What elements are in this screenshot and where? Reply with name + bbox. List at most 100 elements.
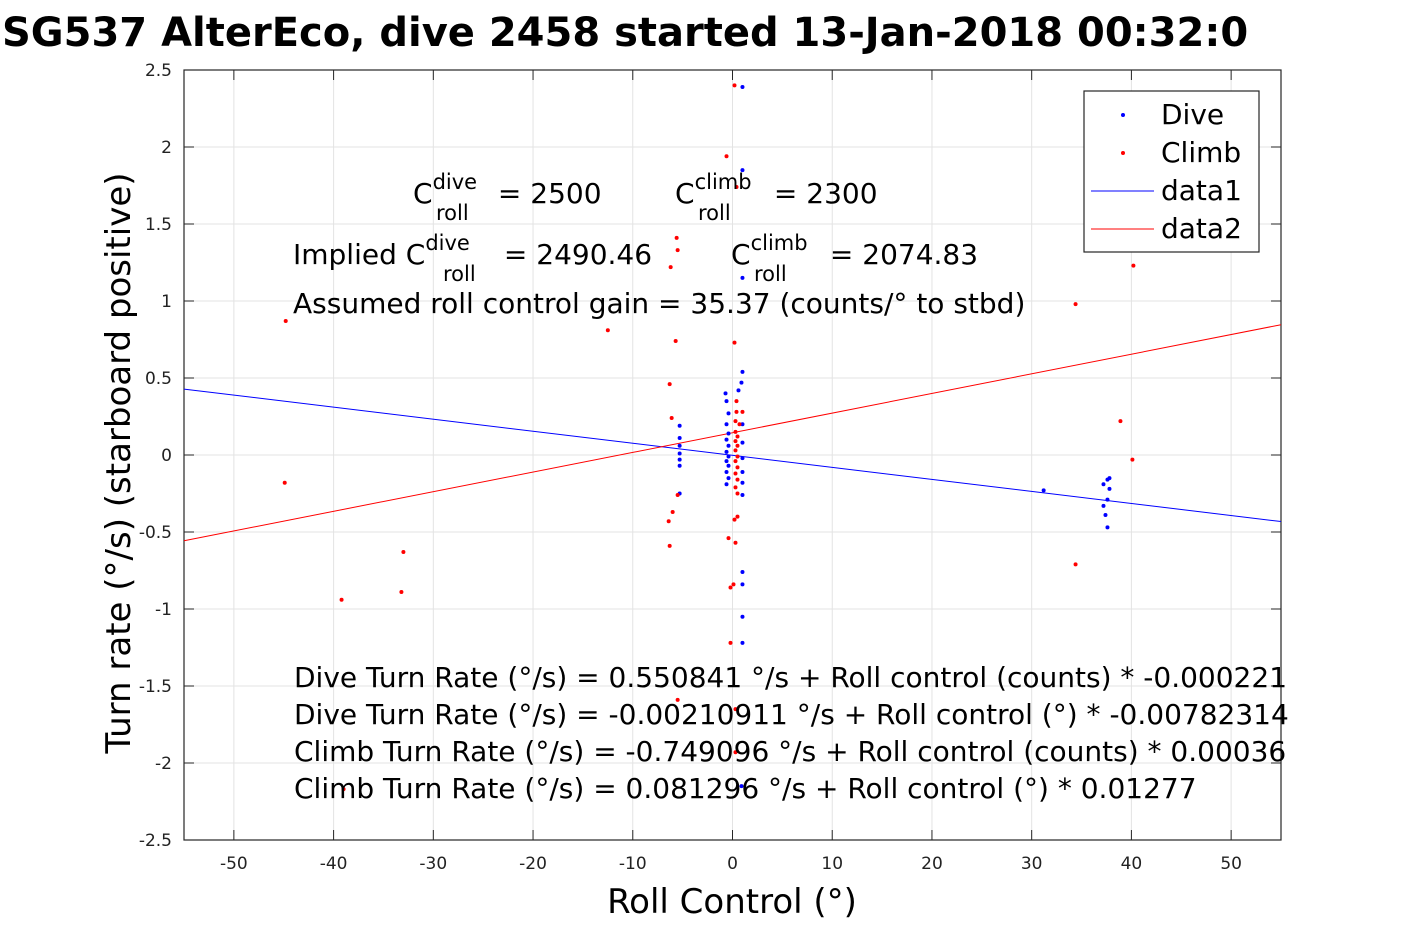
x-tick-label: 50 bbox=[1220, 854, 1242, 874]
fit-line-data2 bbox=[183, 324, 1282, 542]
dive-point bbox=[740, 570, 745, 575]
climb-point bbox=[733, 485, 738, 490]
climb-point bbox=[732, 340, 737, 345]
y-axis-label: Turn rate (°/s) (starboard positive) bbox=[99, 172, 139, 754]
legend-dive-marker bbox=[1121, 113, 1125, 117]
legend-data2-label: data2 bbox=[1161, 212, 1242, 245]
equation-line-2: Dive Turn Rate (°/s) = -0.00210911 °/s +… bbox=[294, 698, 1289, 731]
climb-point bbox=[605, 328, 610, 333]
dive-point bbox=[740, 275, 745, 280]
climb-point bbox=[733, 448, 738, 453]
data-points bbox=[282, 83, 1136, 792]
equation-line-1: Dive Turn Rate (°/s) = 0.550841 °/s + Ro… bbox=[294, 661, 1287, 694]
dive-point bbox=[740, 614, 745, 619]
x-tick-label: 30 bbox=[1021, 854, 1043, 874]
climb-point bbox=[740, 409, 745, 414]
legend-dive-label: Dive bbox=[1161, 98, 1224, 131]
dive-point bbox=[740, 369, 745, 374]
climb-point bbox=[735, 465, 740, 470]
y-tick-label: -0.5 bbox=[139, 523, 172, 543]
y-tick-label: 1 bbox=[161, 292, 172, 312]
climb-point bbox=[735, 443, 740, 448]
climb-point bbox=[732, 517, 737, 522]
dive-point bbox=[726, 454, 731, 459]
dive-point bbox=[726, 411, 731, 416]
y-tick-label: 2 bbox=[161, 138, 172, 158]
climb-point bbox=[735, 491, 740, 496]
implied-climb-annotation: Cclimb roll = 2074.83 bbox=[731, 231, 978, 286]
climb-point bbox=[282, 480, 287, 485]
c-dive-annotation: Cdive roll = 2500 bbox=[413, 170, 602, 225]
climb-point bbox=[341, 787, 346, 792]
dive-point bbox=[1105, 525, 1110, 530]
dive-point bbox=[1103, 513, 1108, 518]
y-tick-label: -1.5 bbox=[139, 677, 172, 697]
dive-point bbox=[677, 451, 682, 456]
dive-point bbox=[677, 463, 682, 468]
dive-point bbox=[740, 168, 745, 173]
dive-point bbox=[1101, 503, 1106, 508]
climb-point bbox=[728, 640, 733, 645]
dive-point bbox=[724, 437, 729, 442]
climb-point bbox=[733, 540, 738, 545]
dive-point bbox=[740, 640, 745, 645]
climb-point bbox=[731, 582, 736, 587]
climb-point bbox=[1131, 263, 1136, 268]
dive-point bbox=[724, 399, 729, 404]
x-tick-label: 40 bbox=[1121, 854, 1143, 874]
dive-point bbox=[1105, 497, 1110, 502]
climb-point bbox=[728, 585, 733, 590]
x-tick-label: -30 bbox=[419, 854, 447, 874]
climb-point bbox=[675, 493, 680, 498]
y-tick-label: -2 bbox=[155, 754, 172, 774]
equation-line-4: Climb Turn Rate (°/s) = 0.081296 °/s + R… bbox=[294, 772, 1197, 805]
climb-point bbox=[732, 83, 737, 88]
axis-ticks: -50 -40 -30 -20 -10 0 10 20 30 40 50-2.5-2-1.5-1-0… bbox=[139, 61, 1281, 874]
y-tick-label: 1.5 bbox=[145, 215, 172, 235]
dive-point bbox=[1107, 486, 1112, 491]
climb-point bbox=[1130, 457, 1135, 462]
dive-point bbox=[1101, 482, 1106, 487]
climb-point bbox=[726, 536, 731, 541]
dive-point bbox=[740, 440, 745, 445]
x-tick-label: 10 bbox=[821, 854, 843, 874]
climb-point bbox=[675, 248, 680, 253]
dive-point bbox=[740, 422, 745, 427]
legend-data1-label: data1 bbox=[1161, 174, 1242, 207]
climb-point bbox=[1073, 562, 1078, 567]
climb-point bbox=[1118, 419, 1123, 424]
equation-line-3: Climb Turn Rate (°/s) = -0.749096 °/s + … bbox=[294, 735, 1286, 768]
legend-box bbox=[1083, 90, 1260, 253]
dive-point bbox=[677, 443, 682, 448]
climb-point bbox=[401, 550, 406, 555]
legend-climb-label: Climb bbox=[1161, 136, 1241, 169]
dive-point bbox=[740, 84, 745, 89]
climb-point bbox=[673, 339, 678, 344]
fit-lines bbox=[183, 324, 1282, 542]
dive-point bbox=[726, 476, 731, 481]
y-tick-label: -1 bbox=[155, 600, 172, 620]
climb-point bbox=[339, 597, 344, 602]
c-climb-annotation: Cclimb roll = 2300 bbox=[675, 170, 878, 225]
climb-point bbox=[733, 439, 738, 444]
climb-point bbox=[670, 509, 675, 514]
climb-point bbox=[735, 514, 740, 519]
fit-line-data1 bbox=[183, 388, 1282, 523]
x-tick-label: 0 bbox=[727, 854, 738, 874]
climb-point bbox=[675, 697, 680, 702]
dive-point bbox=[724, 469, 729, 474]
climb-point bbox=[667, 382, 672, 387]
x-tick-label: -50 bbox=[220, 854, 248, 874]
climb-point bbox=[399, 590, 404, 595]
dive-point bbox=[739, 380, 744, 385]
dive-point bbox=[677, 436, 682, 441]
chart-title: SG537 AlterEco, dive 2458 started 13-Jan… bbox=[2, 10, 1248, 56]
dive-point bbox=[740, 456, 745, 461]
dive-point bbox=[724, 422, 729, 427]
climb-point bbox=[734, 409, 739, 414]
implied-dive-annotation: Implied Cdive roll = 2490.46 bbox=[293, 231, 652, 286]
dive-point bbox=[726, 463, 731, 468]
climb-point bbox=[283, 319, 288, 324]
dive-point bbox=[740, 469, 745, 474]
dive-point bbox=[736, 388, 741, 393]
